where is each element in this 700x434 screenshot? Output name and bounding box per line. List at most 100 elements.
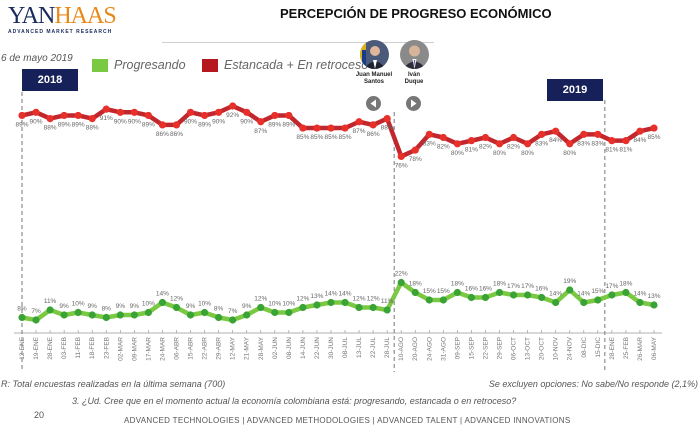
x-tick-label: 26-MAR <box>637 337 644 361</box>
data-label-estancada: 85% <box>324 134 337 141</box>
data-point-estancada <box>467 137 476 145</box>
data-point-progresando <box>144 308 152 317</box>
data-point-progresando <box>215 313 223 322</box>
president-santos: Juan Manuel Santos <box>352 40 396 86</box>
data-point-progresando <box>425 296 433 304</box>
sample-base-note: R: Total encuestas realizadas en la últi… <box>1 379 226 389</box>
duque-name-line2: Duque <box>404 79 424 85</box>
data-label-progresando: 18% <box>409 281 422 288</box>
data-label-estancada: 85% <box>647 134 660 141</box>
data-label-progresando: 14% <box>339 291 352 298</box>
x-tick-label: 08-DIC <box>581 337 588 358</box>
data-point-estancada <box>453 140 461 148</box>
x-tick-label: 28-MAY <box>258 336 265 360</box>
data-point-progresando <box>369 303 377 312</box>
data-label-progresando: 14% <box>577 291 590 298</box>
data-point-progresando <box>327 298 335 307</box>
data-label-progresando: 7% <box>228 308 238 315</box>
data-label-estancada: 88% <box>44 125 57 132</box>
prev-period-button[interactable] <box>366 96 381 111</box>
legend-progresando: Progresando <box>92 58 186 72</box>
data-label-progresando: 9% <box>130 303 140 310</box>
data-point-progresando <box>594 296 602 304</box>
data-point-estancada <box>32 108 40 116</box>
data-label-estancada: 92% <box>226 112 239 119</box>
x-tick-label: 06-MAY <box>651 336 658 360</box>
footer-tagline: ADVANCED TECHNOLOGIES | ADVANCED METHODO… <box>124 416 571 425</box>
data-point-progresando <box>229 316 237 324</box>
data-label-estancada: 86% <box>170 131 183 138</box>
x-tick-label: 10-AGO <box>398 337 405 361</box>
data-point-progresando <box>439 296 447 304</box>
data-label-estancada: 81% <box>619 147 632 154</box>
santos-name-line1: Juan Manuel <box>355 72 393 78</box>
duque-photo-icon <box>399 40 429 69</box>
data-point-estancada <box>397 152 405 160</box>
x-tick-label: 23-FEB <box>103 337 110 359</box>
x-tick-label: 12-MAY <box>230 336 237 360</box>
data-point-estancada <box>60 111 68 120</box>
data-label-progresando: 15% <box>423 288 436 295</box>
data-point-estancada <box>622 137 630 145</box>
x-tick-label: 29-ABR <box>216 337 223 360</box>
next-arrow-icon <box>411 99 417 108</box>
data-point-progresando <box>566 286 574 294</box>
data-label-progresando: 16% <box>479 286 492 293</box>
legend-swatch-green <box>92 58 108 72</box>
data-label-progresando: 16% <box>465 286 478 293</box>
page-number: 20 <box>34 410 45 420</box>
data-label-progresando: 22% <box>395 271 408 278</box>
data-label-estancada: 89% <box>198 121 211 128</box>
data-label-progresando: 15% <box>437 288 450 295</box>
x-tick-label: 11-FEB <box>75 337 82 359</box>
excluded-options-note: Se excluyen opciones: No sabe/No respond… <box>488 379 698 389</box>
legend-swatch-red <box>202 58 218 72</box>
series-line-estancada <box>21 103 655 159</box>
data-point-estancada <box>88 115 96 123</box>
data-point-progresando <box>172 303 181 312</box>
data-label-progresando: 17% <box>521 283 534 290</box>
x-tick-label: 21-MAY <box>244 336 251 360</box>
x-tick-label: 06-OCT <box>511 337 518 360</box>
data-point-estancada <box>650 124 658 132</box>
data-point-estancada <box>481 133 490 142</box>
data-label-estancada: 85% <box>310 134 323 141</box>
data-label-progresando: 15% <box>591 288 604 295</box>
data-label-estancada: 87% <box>254 128 267 135</box>
logo-text-right: HAAS <box>54 3 116 29</box>
data-label-progresando: 11% <box>44 298 57 305</box>
x-tick-label: 13-OCT <box>525 337 532 360</box>
data-point-progresando <box>130 311 138 319</box>
data-point-progresando <box>355 303 363 312</box>
data-point-estancada <box>285 111 293 120</box>
legend-estancada: Estancada + En retroceso <box>202 58 368 72</box>
data-label-estancada: 86% <box>367 131 380 138</box>
x-tick-label: 20-AGO <box>412 337 419 361</box>
data-label-progresando: 9% <box>59 303 69 310</box>
data-point-estancada <box>172 121 181 129</box>
data-label-estancada: 83% <box>535 140 548 147</box>
x-tick-label: 09-MAR <box>131 337 138 361</box>
data-point-progresando <box>608 291 616 299</box>
data-label-estancada: 88% <box>86 125 99 132</box>
data-label-progresando: 10% <box>72 301 85 308</box>
data-point-progresando <box>411 288 419 297</box>
data-label-estancada: 81% <box>605 147 618 154</box>
data-point-progresando <box>285 308 293 317</box>
x-tick-label: 15-SEP <box>468 337 475 359</box>
data-point-estancada <box>495 140 504 148</box>
x-tick-label: 12-ENE <box>19 336 26 359</box>
x-tick-label: 28-JUL <box>384 337 391 358</box>
data-label-estancada: 84% <box>633 137 646 144</box>
next-period-button[interactable] <box>406 96 421 111</box>
data-point-progresando <box>341 298 349 307</box>
x-tick-label: 22-JUL <box>370 337 377 358</box>
data-label-progresando: 12% <box>353 296 366 303</box>
data-point-progresando <box>467 293 476 302</box>
data-point-progresando <box>200 308 209 317</box>
x-tick-label: 15-ABR <box>188 337 195 360</box>
data-point-estancada <box>355 118 363 126</box>
data-label-estancada: 82% <box>437 144 450 151</box>
data-point-estancada <box>186 108 195 116</box>
